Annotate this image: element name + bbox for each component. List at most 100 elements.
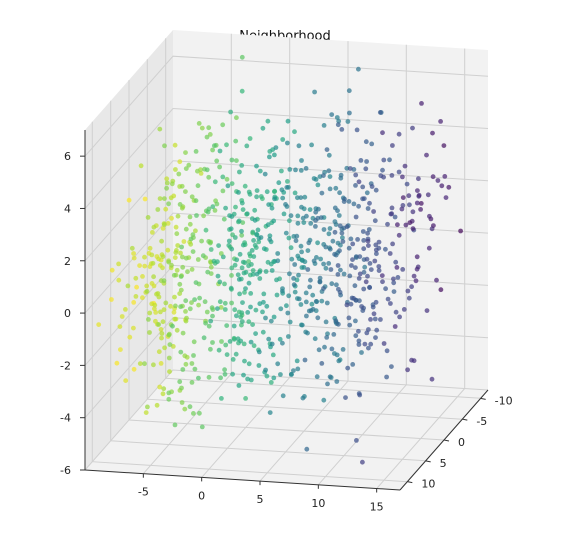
data-point — [127, 334, 133, 340]
data-point — [164, 176, 170, 182]
data-point — [354, 438, 359, 443]
data-point — [312, 89, 317, 95]
y-tick-label: 0 — [458, 436, 465, 449]
data-point — [366, 345, 371, 351]
data-point — [242, 183, 248, 189]
data-point — [266, 336, 272, 342]
data-point — [248, 291, 254, 296]
z-tick-label: 0 — [64, 307, 71, 320]
data-point — [438, 119, 443, 124]
data-point — [253, 331, 258, 336]
data-point — [400, 195, 406, 201]
data-point — [308, 221, 314, 226]
data-point — [410, 226, 416, 232]
data-point — [223, 342, 229, 348]
data-point — [329, 112, 335, 117]
data-point — [323, 319, 329, 325]
data-point — [396, 131, 402, 137]
data-point — [383, 286, 388, 292]
data-point — [298, 168, 304, 173]
data-point — [261, 291, 267, 297]
data-point — [285, 179, 290, 184]
data-point — [190, 249, 196, 255]
data-point — [210, 147, 216, 153]
data-point — [229, 265, 235, 271]
data-point — [196, 121, 202, 126]
data-point — [356, 338, 362, 344]
data-point — [168, 303, 173, 309]
data-point — [187, 214, 193, 220]
data-point — [157, 196, 163, 202]
data-point — [230, 371, 236, 377]
data-point — [362, 341, 368, 347]
data-point — [191, 411, 196, 416]
data-point — [204, 167, 210, 173]
data-point — [288, 372, 294, 377]
data-point — [361, 246, 367, 252]
data-point — [360, 459, 365, 465]
data-point — [206, 239, 212, 244]
data-point — [224, 323, 230, 328]
data-point — [257, 168, 263, 174]
data-point — [377, 110, 383, 115]
data-point — [217, 164, 223, 170]
data-point — [218, 305, 224, 310]
data-point — [309, 301, 315, 307]
data-point — [239, 228, 244, 234]
data-point — [173, 224, 179, 230]
data-point — [147, 245, 153, 251]
data-point — [356, 328, 361, 334]
data-point — [332, 219, 338, 225]
data-point — [173, 250, 179, 256]
data-point — [321, 397, 327, 403]
data-point — [310, 292, 316, 298]
data-point — [242, 290, 247, 295]
data-point — [265, 222, 271, 228]
data-point — [357, 271, 363, 277]
data-point — [183, 166, 189, 172]
data-point — [315, 240, 320, 246]
grid-lines — [84, 33, 489, 489]
data-point — [314, 299, 320, 305]
data-point — [217, 279, 223, 285]
data-point — [222, 281, 227, 287]
data-point — [206, 323, 212, 329]
data-point — [159, 238, 165, 244]
data-point — [144, 288, 150, 294]
data-point — [396, 232, 402, 238]
data-point — [337, 248, 342, 254]
z-tick-label: -2 — [60, 359, 71, 372]
data-point — [150, 230, 155, 235]
data-point — [156, 322, 162, 327]
data-point — [256, 239, 262, 245]
data-point — [243, 396, 249, 401]
data-point — [216, 347, 222, 353]
data-point — [283, 230, 289, 236]
data-point — [195, 168, 200, 174]
data-point — [225, 183, 231, 189]
data-point — [348, 301, 354, 307]
data-point — [319, 361, 325, 366]
data-point — [151, 362, 156, 368]
data-point — [232, 262, 238, 268]
data-point — [171, 309, 177, 315]
data-point — [165, 247, 171, 253]
data-point — [142, 263, 148, 269]
data-point — [365, 230, 370, 236]
data-point — [327, 186, 333, 192]
data-point — [324, 300, 330, 306]
data-point — [159, 335, 164, 341]
data-point — [252, 207, 258, 213]
data-point — [137, 263, 143, 268]
data-point — [214, 158, 220, 164]
data-point — [388, 301, 393, 306]
data-point — [373, 335, 378, 340]
data-point — [183, 150, 188, 156]
data-point — [183, 189, 188, 195]
data-point — [275, 361, 281, 367]
data-point — [268, 318, 274, 324]
data-point — [380, 279, 385, 285]
data-point — [125, 283, 131, 289]
data-point — [443, 195, 449, 201]
